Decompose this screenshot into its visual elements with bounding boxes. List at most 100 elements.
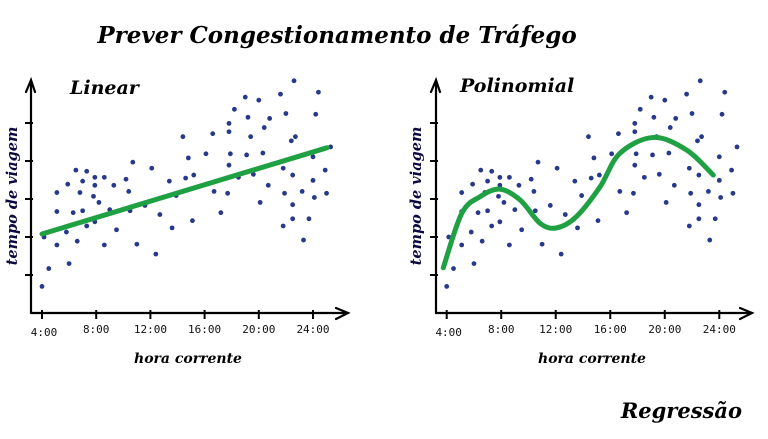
- data-point: [562, 212, 568, 217]
- data-point: [149, 165, 155, 171]
- data-point: [705, 189, 711, 194]
- data-point: [54, 209, 60, 214]
- data-point: [697, 78, 703, 84]
- data-point: [666, 150, 672, 156]
- data-point: [101, 242, 107, 248]
- data-point: [616, 131, 621, 137]
- data-point: [226, 120, 232, 126]
- data-point: [324, 190, 329, 196]
- data-point: [667, 125, 673, 130]
- data-point: [631, 190, 636, 196]
- data-point: [591, 155, 597, 161]
- data-point: [77, 190, 83, 195]
- x-tick-label: 8:00: [488, 323, 515, 336]
- data-point: [260, 150, 266, 156]
- data-point: [232, 106, 237, 112]
- data-point: [288, 138, 294, 144]
- data-point: [686, 223, 692, 229]
- x-tick-label: 16:00: [188, 323, 221, 336]
- data-point: [696, 172, 702, 178]
- data-point: [111, 182, 117, 188]
- data-point: [572, 178, 578, 184]
- data-point: [130, 159, 136, 165]
- data-point: [479, 238, 485, 244]
- data-point: [190, 218, 195, 224]
- data-point: [46, 266, 52, 271]
- data-point: [292, 134, 298, 140]
- data-point: [637, 106, 643, 112]
- data-point: [210, 131, 216, 137]
- data-point: [716, 154, 722, 160]
- data-point: [539, 241, 545, 247]
- data-point: [74, 238, 80, 244]
- data-point: [282, 190, 287, 196]
- data-point: [245, 114, 251, 120]
- y-axis-label: tempo de viagem: [408, 127, 425, 266]
- x-tick-label: 16:00: [594, 323, 627, 336]
- data-point: [257, 200, 263, 205]
- data-point: [673, 116, 679, 121]
- x-tick-label: 4:00: [435, 326, 462, 339]
- data-point: [290, 216, 296, 222]
- data-point: [66, 261, 72, 266]
- data-point: [684, 91, 689, 97]
- data-point: [730, 190, 736, 196]
- data-point: [497, 219, 503, 225]
- data-point: [218, 210, 224, 216]
- linear-fit-line: [39, 145, 330, 237]
- data-point: [290, 202, 296, 208]
- data-point: [696, 202, 702, 208]
- data-point: [39, 284, 45, 289]
- data-point: [663, 200, 669, 205]
- data-point: [267, 116, 273, 121]
- data-point: [242, 94, 248, 100]
- data-point: [656, 171, 662, 177]
- data-point: [227, 151, 233, 157]
- x-tick-label: 20:00: [242, 323, 275, 336]
- data-point: [707, 237, 713, 243]
- data-point: [459, 242, 465, 248]
- data-point: [651, 114, 657, 120]
- data-point: [80, 208, 86, 214]
- data-point: [153, 251, 159, 257]
- data-point: [554, 165, 560, 171]
- data-point: [501, 200, 507, 205]
- data-point: [313, 111, 319, 117]
- data-point: [688, 190, 694, 196]
- linear-chart: Linear tempo de viagem hora corrente 4:0…: [4, 76, 351, 367]
- data-point: [734, 144, 740, 150]
- data-point: [123, 176, 129, 182]
- x-tick-label: 8:00: [83, 323, 110, 336]
- data-point: [73, 167, 79, 173]
- data-point: [256, 97, 262, 103]
- data-point: [91, 193, 96, 199]
- data-point: [579, 193, 585, 198]
- data-point: [183, 175, 189, 181]
- data-point: [609, 151, 615, 157]
- data-point: [558, 251, 564, 257]
- x-tick-label: 24:00: [296, 323, 329, 336]
- data-point: [244, 152, 250, 158]
- data-point: [84, 168, 90, 174]
- data-point: [322, 167, 328, 173]
- data-point: [633, 151, 639, 157]
- data-point: [624, 210, 630, 216]
- data-point: [280, 223, 286, 229]
- data-point: [535, 159, 541, 165]
- data-point: [686, 165, 692, 171]
- data-point: [729, 167, 734, 173]
- data-point: [63, 229, 69, 235]
- data-point: [519, 227, 525, 233]
- data-point: [632, 129, 638, 135]
- y-axis: [24, 76, 37, 315]
- data-point: [92, 174, 98, 180]
- y-axis-label: tempo de viagem: [4, 127, 21, 266]
- diagram-title: Prever Congestionamento de Tráfego: [96, 22, 576, 49]
- data-point: [211, 189, 217, 194]
- data-point: [719, 111, 725, 117]
- polynomial-chart: Polinomial tempo de viagem hora corrente…: [408, 75, 755, 367]
- data-point: [70, 210, 76, 216]
- data-point: [506, 242, 512, 248]
- y-axis: [429, 76, 442, 315]
- data-point: [531, 189, 537, 194]
